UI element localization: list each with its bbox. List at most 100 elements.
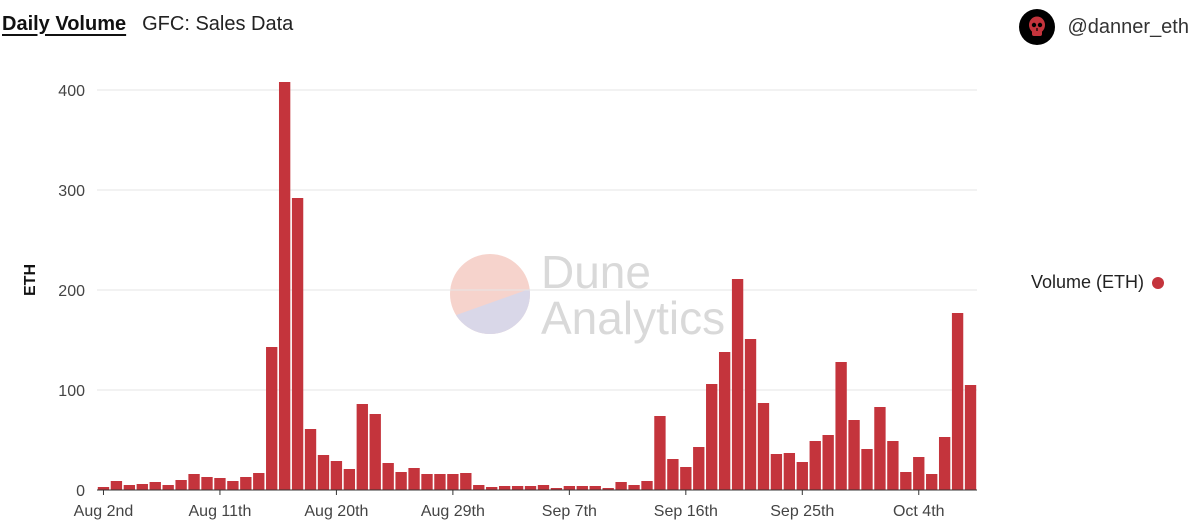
bar[interactable]: [589, 486, 601, 490]
bar[interactable]: [667, 459, 679, 490]
bar[interactable]: [266, 347, 278, 490]
dune-logo-icon: [450, 254, 530, 334]
bar[interactable]: [757, 403, 770, 490]
bar[interactable]: [97, 487, 110, 490]
author-block: @danner_eth: [1019, 8, 1189, 46]
legend-label: Volume (ETH): [1031, 272, 1145, 292]
legend-dot-icon: [1152, 276, 1165, 289]
watermark-line-1: Dune: [541, 246, 651, 298]
bar[interactable]: [861, 449, 873, 490]
bar[interactable]: [408, 468, 420, 490]
bar[interactable]: [188, 474, 200, 490]
x-tick-label: Sep 7th: [542, 503, 597, 520]
y-axis-label: ETH: [22, 264, 39, 296]
bar[interactable]: [835, 362, 847, 490]
bar[interactable]: [486, 487, 498, 490]
bar[interactable]: [343, 469, 356, 490]
bar[interactable]: [718, 352, 731, 490]
bar[interactable]: [887, 441, 899, 490]
bar[interactable]: [524, 486, 537, 490]
skull-icon: [1029, 16, 1046, 36]
x-tick-label: Oct 4th: [893, 503, 945, 520]
author-name-link[interactable]: @danner_eth: [1067, 15, 1189, 38]
bar[interactable]: [628, 485, 640, 490]
bar[interactable]: [783, 453, 796, 490]
bar[interactable]: [317, 455, 330, 490]
y-grid: [97, 89, 977, 391]
bar[interactable]: [602, 488, 614, 490]
bars: [97, 82, 977, 490]
bar[interactable]: [201, 477, 213, 490]
bar[interactable]: [136, 484, 148, 490]
dune-analytics-watermark: Dune Analytics: [450, 246, 725, 344]
bar[interactable]: [706, 384, 718, 490]
x-tick-label: Aug 2nd: [74, 503, 134, 520]
bar[interactable]: [938, 437, 951, 490]
bar[interactable]: [162, 485, 174, 490]
y-tick-label: 100: [58, 383, 85, 400]
bar[interactable]: [744, 339, 757, 490]
bar[interactable]: [913, 457, 925, 490]
bar[interactable]: [680, 467, 692, 490]
bar[interactable]: [576, 486, 588, 490]
x-tick-label: Aug 20th: [304, 503, 368, 520]
bar[interactable]: [460, 473, 472, 490]
bar[interactable]: [291, 198, 304, 490]
bar[interactable]: [110, 481, 123, 490]
bar[interactable]: [731, 279, 744, 490]
bar[interactable]: [369, 414, 381, 490]
bar[interactable]: [900, 472, 912, 490]
bar[interactable]: [330, 461, 343, 490]
bar[interactable]: [641, 481, 653, 490]
bar[interactable]: [382, 463, 394, 490]
x-tick-label: Aug 29th: [421, 503, 485, 520]
bar[interactable]: [395, 472, 407, 490]
chart-subtitle: GFC: Sales Data: [142, 12, 294, 35]
bar[interactable]: [822, 435, 834, 490]
y-tick-label: 400: [58, 83, 85, 100]
bar[interactable]: [874, 407, 886, 490]
bar[interactable]: [964, 385, 977, 490]
bar[interactable]: [796, 462, 808, 490]
legend[interactable]: Volume (ETH): [1031, 272, 1165, 293]
bar[interactable]: [537, 485, 550, 490]
bar[interactable]: [240, 477, 252, 490]
bar[interactable]: [550, 488, 563, 490]
bar[interactable]: [123, 485, 136, 490]
bar[interactable]: [926, 474, 938, 490]
bar[interactable]: [654, 416, 666, 490]
bar[interactable]: [770, 454, 783, 490]
bar[interactable]: [498, 486, 511, 490]
bar[interactable]: [615, 482, 627, 490]
y-tick-label: 0: [76, 483, 85, 500]
bar[interactable]: [511, 486, 524, 490]
x-axis-ticks: Aug 2nd Aug 11th Aug 20th Aug 29th Sep 7th Se…: [74, 490, 945, 520]
bar[interactable]: [848, 420, 860, 490]
bar[interactable]: [447, 474, 459, 490]
x-tick-label: Sep 25th: [770, 503, 834, 520]
bar[interactable]: [693, 447, 705, 490]
bar[interactable]: [951, 313, 964, 490]
watermark-line-2: Analytics: [541, 292, 725, 344]
x-tick-label: Aug 11th: [189, 503, 252, 520]
bar[interactable]: [473, 485, 485, 490]
bar[interactable]: [563, 486, 576, 490]
y-tick-label: 300: [58, 183, 85, 200]
bar[interactable]: [809, 441, 821, 490]
x-tick-label: Sep 16th: [654, 503, 718, 520]
bar[interactable]: [175, 480, 187, 490]
y-tick-label: 200: [58, 283, 85, 300]
bar[interactable]: [253, 473, 265, 490]
bar[interactable]: [214, 478, 226, 490]
chart-title-link[interactable]: Daily Volume: [2, 12, 127, 35]
bar[interactable]: [149, 482, 161, 490]
bar[interactable]: [434, 474, 446, 490]
y-axis-ticks: 0 100 200 300 400: [58, 83, 85, 500]
author-avatar[interactable]: [1019, 9, 1056, 45]
bar[interactable]: [304, 429, 317, 490]
bar[interactable]: [278, 82, 291, 490]
bar[interactable]: [356, 404, 368, 490]
bar[interactable]: [421, 474, 433, 490]
bar[interactable]: [227, 481, 239, 490]
